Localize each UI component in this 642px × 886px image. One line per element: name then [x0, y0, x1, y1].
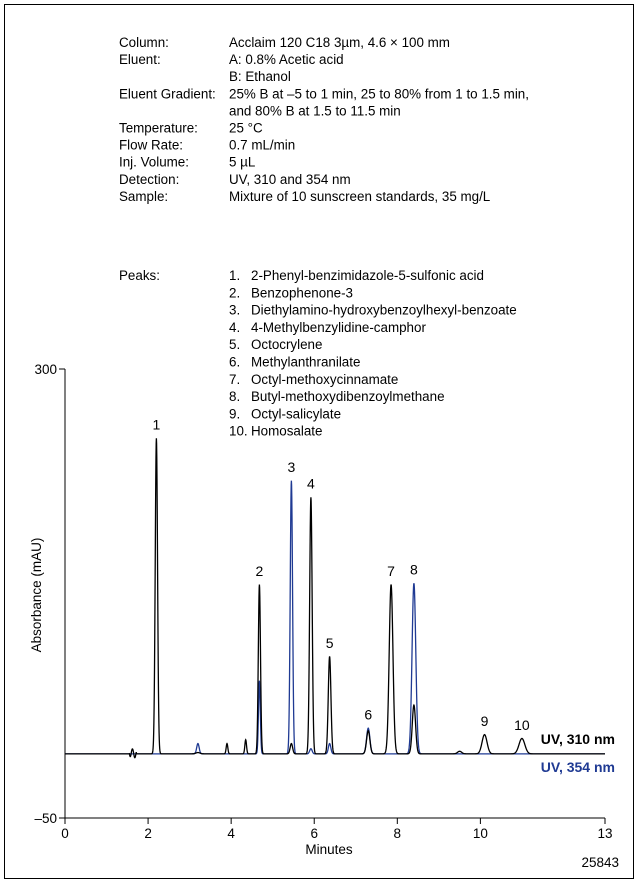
condition-label: Eluent: [119, 52, 161, 67]
peak-list: Peaks: 1. 2-Phenyl-benzimidazole-5-sulfoni… [119, 268, 517, 439]
peak-list-name: Methylanthranilate [251, 355, 360, 370]
peak-list-name: Homosalate [251, 424, 322, 439]
peak-label: 2 [256, 563, 264, 579]
condition-value: Mixture of 10 sunscreen standards, 35 mg… [229, 189, 490, 204]
peak-label: 10 [514, 717, 530, 733]
x-tick-label: 2 [144, 826, 152, 841]
peak-list-name: Octyl-salicylate [251, 406, 341, 421]
peak-label: 4 [307, 476, 315, 492]
condition-value: Acclaim 120 C18 3µm, 4.6 × 100 mm [229, 35, 450, 50]
chromatogram-chart: Column: Acclaim 120 C18 3µm, 4.6 × 100 mm… [29, 35, 619, 870]
peak-list-name: Butyl-methoxydibenzoylmethane [251, 389, 445, 404]
peak-list-number: 9. [229, 406, 240, 421]
y-axis-title: Absorbance (mAU) [29, 538, 44, 653]
peak-label: 9 [481, 713, 489, 729]
x-axis-title: Minutes [305, 842, 353, 857]
peak-label: 5 [326, 635, 334, 651]
peak-list-name: Benzophenone-3 [251, 285, 353, 300]
condition-value: and 80% B at 1.5 to 11.5 min [229, 103, 401, 118]
peak-list-name: Octocrylene [251, 337, 322, 352]
peak-label: 8 [410, 562, 418, 578]
peak-list-number: 3. [229, 303, 240, 318]
conditions-table: Column: Acclaim 120 C18 3µm, 4.6 × 100 mm… [119, 35, 529, 204]
trace-uv-354 [65, 480, 605, 755]
condition-value: A: 0.8% Acetic acid [229, 52, 344, 67]
peak-label: 7 [387, 563, 395, 579]
x-tick-label: 4 [227, 826, 235, 841]
condition-value: 0.7 mL/min [229, 138, 295, 153]
condition-value: UV, 310 and 354 nm [229, 172, 351, 187]
condition-label: Sample: [119, 189, 168, 204]
peak-list-name: Octyl-methoxycinnamate [251, 372, 398, 387]
traces: UV, 310 nm UV, 354 nm [65, 438, 615, 775]
peak-list-number: 7. [229, 372, 240, 387]
condition-label: Inj. Volume: [119, 155, 189, 170]
y-tick-label: –50 [34, 811, 57, 826]
condition-value: 5 µL [229, 155, 255, 170]
condition-label: Eluent Gradient: [119, 86, 216, 101]
peak-list-name: 4-Methylbenzylidine-camphor [251, 320, 426, 335]
peak-label: 1 [152, 417, 160, 433]
condition-label: Column: [119, 35, 169, 50]
x-tick-label: 0 [61, 826, 69, 841]
condition-value: B: Ethanol [229, 69, 291, 84]
condition-label: Flow Rate: [119, 138, 183, 153]
peak-list-number: 8. [229, 389, 240, 404]
y-tick-label: 300 [34, 362, 57, 377]
figure-frame: Column: Acclaim 120 C18 3µm, 4.6 × 100 mm… [4, 4, 634, 879]
peak-list-name: Diethylamino-hydroxybenzoylhexyl-benzoat… [251, 303, 517, 318]
peak-list-number: 2. [229, 285, 240, 300]
figure-id: 25843 [581, 855, 619, 870]
condition-value: 25 °C [229, 121, 263, 136]
x-tick-label: 10 [473, 826, 488, 841]
series-label-uv-354: UV, 354 nm [541, 759, 615, 775]
x-tick-label: 13 [597, 826, 612, 841]
peak-list-name: 2-Phenyl-benzimidazole-5-sulfonic acid [251, 268, 484, 283]
x-tick-label: 8 [394, 826, 402, 841]
x-tick-label: 6 [310, 826, 318, 841]
peak-list-number: 1. [229, 268, 240, 283]
condition-label: Temperature: [119, 121, 198, 136]
condition-label: Detection: [119, 172, 179, 187]
peak-list-number: 4. [229, 320, 240, 335]
condition-value: 25% B at –5 to 1 min, 25 to 80% from 1 t… [229, 86, 529, 101]
peak-label: 6 [364, 707, 372, 723]
peak-list-number: 10. [229, 424, 248, 439]
trace-uv-310 [65, 438, 605, 759]
peak-list-number: 5. [229, 337, 240, 352]
series-label-uv-310: UV, 310 nm [541, 731, 615, 747]
peak-list-number: 6. [229, 355, 240, 370]
peak-label: 3 [287, 459, 295, 475]
peaks-heading: Peaks: [119, 268, 160, 283]
